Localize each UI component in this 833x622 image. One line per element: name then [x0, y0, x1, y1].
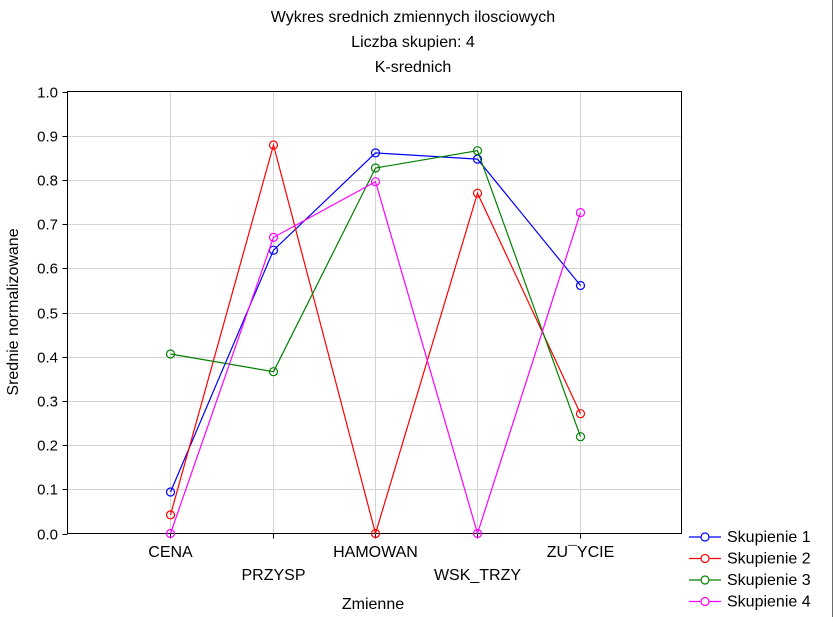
legend-marker	[700, 575, 710, 585]
legend-label: Skupienie 2	[727, 551, 811, 568]
legend-item-2: Skupienie 2	[689, 551, 811, 568]
series-line	[169, 142, 582, 536]
chart-title-line-2: Liczba skupien: 4	[351, 34, 475, 51]
y-axis: 0.0 0.1 0.2 0.3 0.4 0.5 0.6 0.7 0.8 0.9 1.0	[37, 85, 68, 544]
y-tick-label: 0.1	[37, 482, 58, 499]
x-axis-title: Zmienne	[342, 596, 404, 613]
data-point	[370, 148, 381, 158]
y-tick-label: 0.2	[37, 438, 58, 455]
data-point	[472, 528, 483, 539]
data-point	[268, 367, 279, 377]
y-tick-label: 0.5	[37, 306, 58, 323]
legend-item-3: Skupienie 3	[689, 572, 811, 589]
chart-title: Wykres srednich zmiennych ilosciowych Li…	[271, 9, 555, 76]
chart-title-line-1: Wykres srednich zmiennych ilosciowych	[271, 9, 555, 26]
data-point	[165, 349, 176, 359]
gridlines	[67, 91, 682, 534]
legend-marker	[700, 532, 710, 542]
y-tick-label: 0.7	[37, 217, 58, 234]
y-axis-title: Srednie normalizowane	[5, 228, 22, 395]
legend-item-1: Skupienie 1	[689, 529, 811, 546]
y-tick-label: 1.0	[37, 85, 58, 102]
data-point	[268, 140, 279, 150]
data-point	[165, 528, 176, 539]
series-2	[165, 140, 586, 539]
data-point	[575, 409, 586, 419]
series-line	[170, 150, 582, 437]
data-point	[370, 528, 381, 539]
legend-marker	[700, 596, 710, 607]
data-point	[165, 510, 176, 520]
legend-label: Skupienie 4	[727, 594, 811, 611]
plot-area-frame	[67, 91, 682, 534]
data-point	[268, 232, 279, 242]
legend-item-4: Skupienie 4	[689, 594, 811, 611]
x-tick-label: CENA	[148, 544, 193, 561]
data-point	[575, 432, 586, 442]
data-point	[472, 188, 483, 198]
series-4	[165, 177, 586, 539]
data-point	[370, 177, 381, 187]
y-tick-label: 0.6	[37, 261, 58, 278]
legend-label: Skupienie 1	[727, 529, 811, 546]
series-3	[165, 146, 586, 442]
x-tick-label: ZU¯YCIE	[547, 544, 615, 561]
data-point	[575, 280, 586, 291]
data-point	[370, 163, 381, 173]
y-tick-label: 0.9	[37, 129, 58, 146]
data-point	[472, 146, 483, 156]
y-tick-label: 0.8	[37, 173, 58, 190]
data-point	[575, 208, 586, 218]
data-point	[165, 487, 176, 497]
series-line	[169, 180, 582, 536]
legend-marker	[700, 553, 710, 564]
x-tick-label: PRZYSP	[241, 567, 305, 584]
y-tick-label: 0.4	[37, 350, 58, 367]
chart-title-line-3: K-srednich	[375, 59, 451, 76]
x-tick-label: WSK_TRZY	[434, 567, 521, 584]
legend: Skupienie 1 Skupienie 2 Skupienie 3 Skupien…	[689, 529, 811, 611]
y-tick-label: 0.0	[37, 527, 58, 544]
series-lines	[165, 140, 586, 539]
x-tick-label: HAMOWAN	[333, 544, 418, 561]
legend-label: Skupienie 3	[727, 572, 811, 589]
y-tick-label: 0.3	[37, 394, 58, 411]
x-axis: CENA PRZYSP HAMOWAN WSK_TRZY ZU¯YCIE	[148, 533, 615, 584]
series-line	[169, 152, 581, 493]
